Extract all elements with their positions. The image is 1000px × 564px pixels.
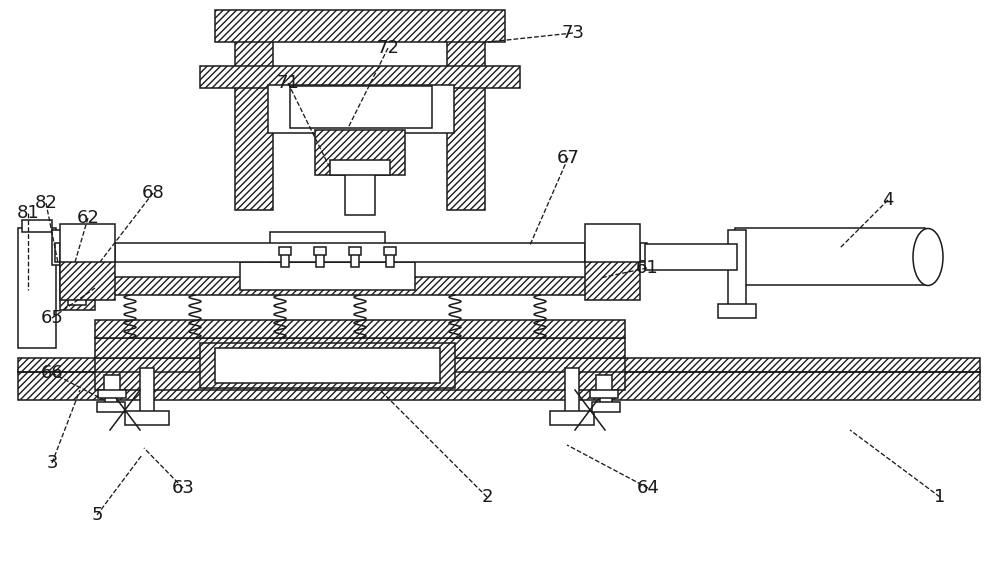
Text: 68: 68 (142, 184, 164, 202)
Bar (384, 247, 396, 255)
Bar (590, 390, 618, 398)
Bar (279, 247, 291, 255)
Ellipse shape (913, 228, 943, 285)
Bar (728, 230, 746, 310)
Text: 65: 65 (41, 309, 63, 327)
Text: 4: 4 (882, 191, 894, 209)
Bar (200, 343, 455, 388)
Text: 62: 62 (77, 209, 99, 227)
Bar (200, 66, 520, 88)
Bar (330, 160, 390, 175)
Bar (270, 232, 385, 262)
Bar (52, 230, 72, 265)
Bar (95, 320, 625, 338)
Text: 66: 66 (41, 364, 63, 382)
Bar (315, 130, 405, 175)
Bar (351, 252, 359, 267)
Bar (97, 402, 125, 412)
Bar (735, 228, 925, 285)
Bar (268, 85, 454, 133)
Text: 72: 72 (376, 39, 400, 57)
Bar (18, 358, 980, 372)
Bar (60, 224, 115, 262)
Bar (55, 243, 647, 262)
Bar (215, 10, 505, 42)
Text: 64: 64 (637, 479, 659, 497)
Bar (565, 368, 579, 420)
Text: 61: 61 (636, 259, 658, 277)
Text: 2: 2 (481, 488, 493, 506)
Bar (600, 390, 612, 408)
Bar (585, 245, 640, 300)
Bar (281, 252, 289, 267)
Bar (68, 250, 86, 305)
Bar (585, 224, 640, 262)
Bar (718, 304, 756, 318)
Bar (95, 277, 625, 295)
Text: 67: 67 (557, 149, 579, 167)
Bar (447, 35, 485, 210)
Bar (550, 411, 594, 425)
Text: 3: 3 (46, 454, 58, 472)
Bar (386, 252, 394, 267)
Bar (60, 245, 95, 310)
Bar (645, 244, 737, 270)
Bar (60, 245, 115, 300)
Bar (18, 228, 56, 348)
Bar (314, 247, 326, 255)
Bar (316, 252, 324, 267)
Bar (22, 220, 52, 232)
Bar (98, 390, 126, 398)
Text: 1: 1 (934, 488, 946, 506)
Bar (125, 411, 169, 425)
Bar (235, 35, 273, 210)
Bar (95, 358, 625, 390)
Bar (215, 348, 440, 383)
Bar (104, 375, 120, 395)
Bar (592, 402, 620, 412)
Bar (105, 390, 117, 408)
Bar (240, 262, 415, 290)
Bar (596, 375, 612, 395)
Bar (349, 247, 361, 255)
Bar (345, 173, 375, 215)
Text: 81: 81 (17, 204, 39, 222)
Text: 5: 5 (91, 506, 103, 524)
Text: 71: 71 (277, 74, 299, 92)
Text: 82: 82 (35, 194, 57, 212)
Text: 73: 73 (562, 24, 584, 42)
Bar (18, 370, 980, 400)
Bar (95, 338, 625, 358)
Bar (140, 368, 154, 420)
Bar (290, 86, 432, 128)
Text: 63: 63 (172, 479, 194, 497)
